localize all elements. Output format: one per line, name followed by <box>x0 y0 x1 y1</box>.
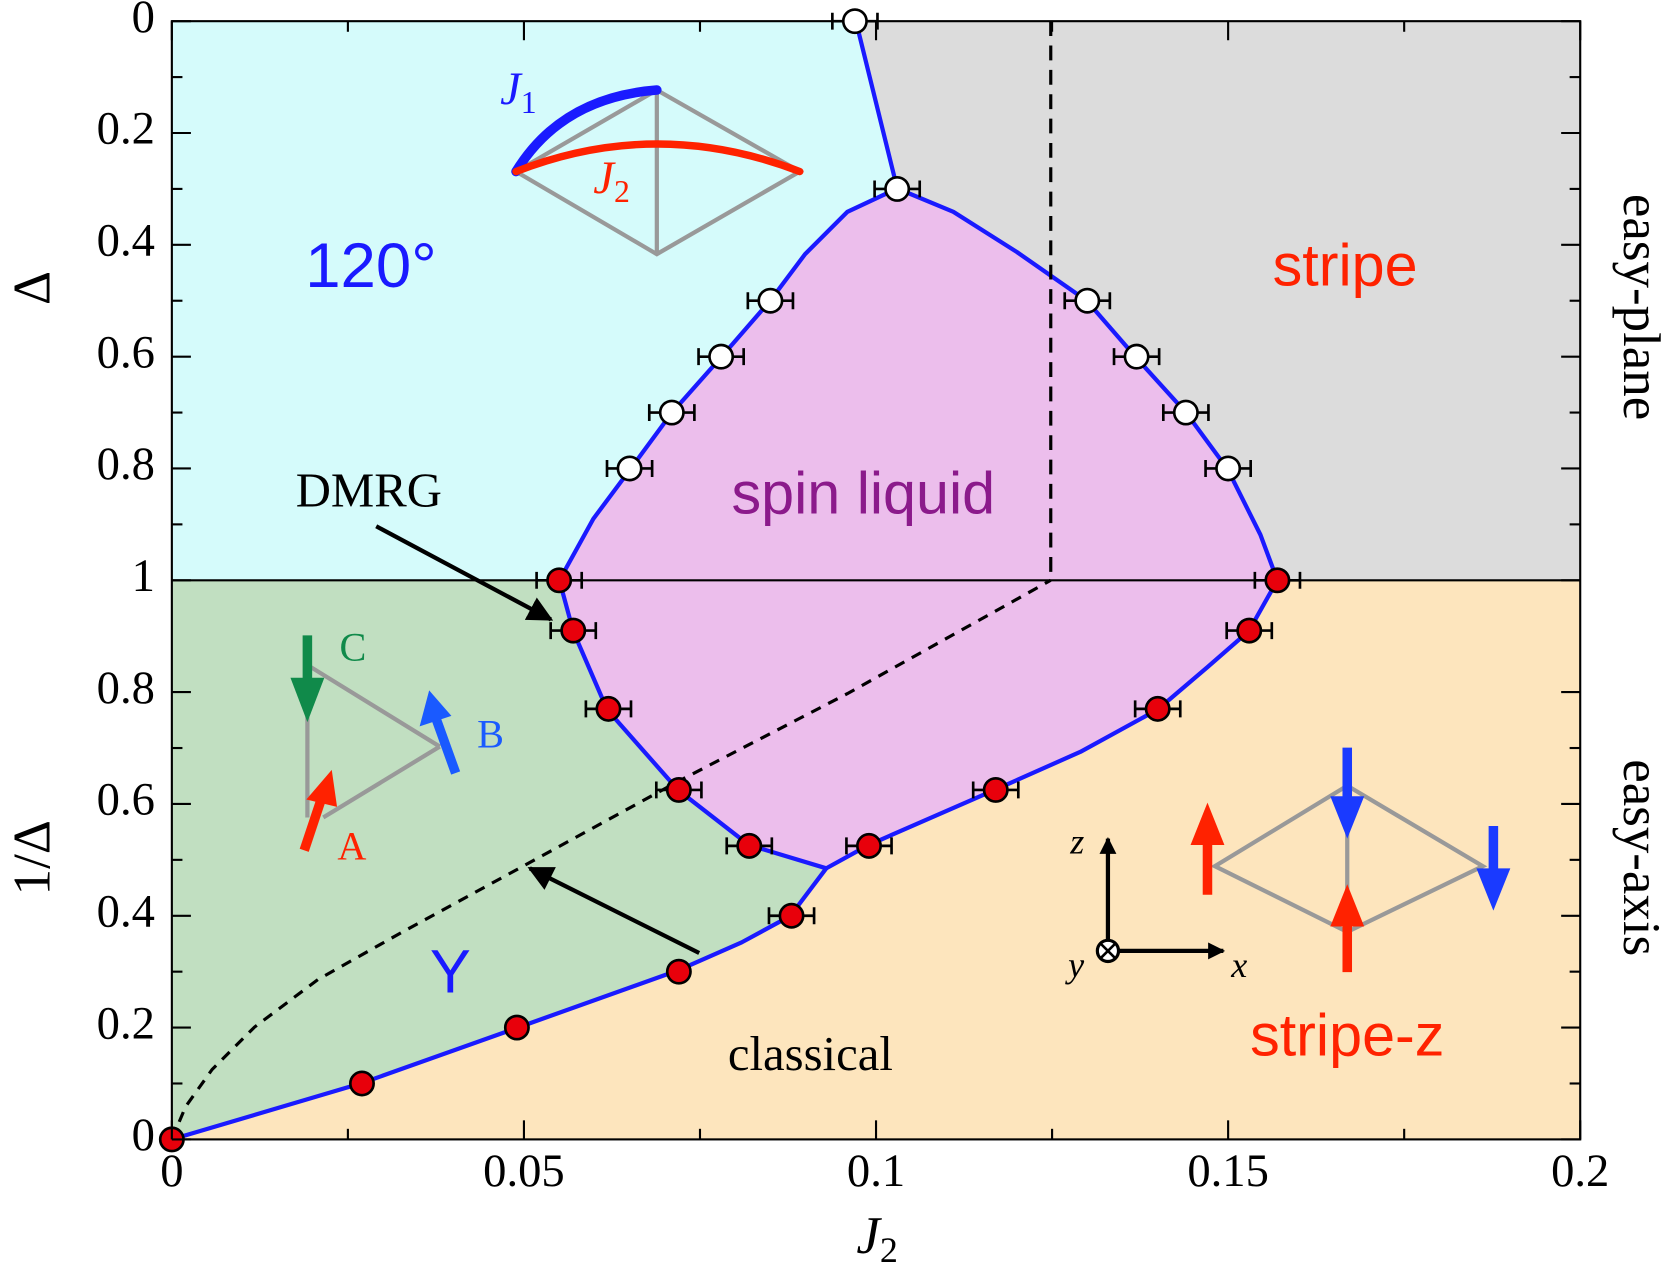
phase-label: 120° <box>305 230 436 301</box>
spin-up-head <box>1330 884 1365 927</box>
y-tick-label: 0.6 <box>97 774 155 826</box>
data-point <box>1074 287 1101 314</box>
data-point <box>665 958 692 985</box>
frame-axis-label: z <box>1069 821 1084 861</box>
spin-down-head <box>1476 868 1511 911</box>
data-point <box>708 343 735 370</box>
frame <box>1095 836 1226 964</box>
data-point <box>560 617 587 644</box>
bond-label-main: J <box>593 152 616 204</box>
frame-axis-label: x <box>1230 945 1247 985</box>
bond-label-sub: 1 <box>521 85 537 120</box>
data-point <box>1123 343 1150 370</box>
x-tick-label: 0.15 <box>1187 1145 1269 1197</box>
bond-label-sub: 2 <box>614 174 630 209</box>
j1-bond <box>511 85 662 177</box>
x-tick-label: 0.2 <box>1551 1145 1609 1197</box>
arrow-label: DMRG <box>296 464 442 518</box>
spin-a-head <box>306 769 338 807</box>
y-tick-label: 0.2 <box>97 997 155 1049</box>
classical-boundary <box>170 578 1052 1141</box>
data-point <box>546 567 573 594</box>
y-axis-label: 1/Δ <box>4 820 62 895</box>
y-axis-symbol <box>1099 942 1117 960</box>
data-point <box>856 832 882 859</box>
spin-b-head <box>419 690 452 727</box>
inset-lattice <box>511 85 805 257</box>
y-axis-label: Δ <box>4 271 62 305</box>
inset-triangle <box>290 635 461 852</box>
y-tick-label: 0 <box>132 0 155 43</box>
x-tick-label: 0.1 <box>847 1145 905 1197</box>
x-axis-label: J2 <box>856 1207 898 1270</box>
x-tick-label: 0.05 <box>483 1145 565 1197</box>
regime-label: easy-axis <box>1612 759 1661 956</box>
data-point <box>503 1014 530 1041</box>
phase-label: spin liquid <box>732 459 996 526</box>
data-point <box>1172 399 1199 426</box>
data-point <box>616 455 643 482</box>
data-point <box>884 175 911 202</box>
data-point <box>665 776 692 803</box>
data-point <box>1236 617 1263 644</box>
marks <box>158 8 1302 1153</box>
spin-c-head <box>290 677 325 723</box>
data-point <box>658 399 685 426</box>
y-tick-label: 0.2 <box>97 103 155 155</box>
frame-axis-label: y <box>1065 945 1084 985</box>
y-tick-label: 0.8 <box>97 662 155 714</box>
data-point <box>1264 567 1291 594</box>
sublattice-label: C <box>340 624 367 669</box>
data-point <box>757 287 784 314</box>
data-point <box>1144 695 1171 722</box>
x-tick-label: 0 <box>160 1145 183 1197</box>
y-tick-label: 0.6 <box>97 326 155 378</box>
data-point <box>595 695 622 722</box>
spin-a <box>299 797 326 852</box>
y-tick-label: 0.8 <box>97 438 155 490</box>
bond-label: J1 <box>500 63 537 120</box>
sublattice-label: A <box>337 824 366 869</box>
bond-label: J2 <box>593 152 630 209</box>
y-tick-label: 0.4 <box>97 885 155 937</box>
data-point <box>736 832 763 859</box>
spin-up-head <box>1190 802 1225 846</box>
region-y <box>171 580 827 1140</box>
phase-label: Y <box>430 938 471 1007</box>
phase-label: stripe-z <box>1250 1002 1444 1069</box>
bond-label-main: J <box>500 63 523 115</box>
data-point <box>982 776 1009 803</box>
phase-regions <box>171 21 1581 1140</box>
x-axis-label-sub: 2 <box>880 1230 898 1270</box>
x-axis-label-main: J <box>856 1207 882 1265</box>
data-point <box>349 1070 375 1097</box>
region-spin-liquid <box>559 188 1278 869</box>
phase-label: stripe <box>1273 232 1418 299</box>
data-point <box>1215 455 1242 482</box>
data-point <box>841 8 868 35</box>
pointer-arrow <box>527 866 701 955</box>
spin-down-head <box>1330 796 1365 839</box>
arrow-label: classical <box>728 1027 893 1081</box>
y-tick-label: 1 <box>132 550 155 602</box>
inset-stripe <box>1190 747 1511 973</box>
region-stripe <box>855 21 1581 581</box>
j2-bond <box>512 140 804 176</box>
y-tick-label: 0 <box>132 1109 155 1161</box>
spin-b <box>432 718 461 775</box>
data-point <box>778 902 805 929</box>
y-tick-label: 0.4 <box>97 215 155 267</box>
sublattice-label: B <box>477 711 504 756</box>
pointer-arrow <box>375 524 554 622</box>
regime-label: easy-plane <box>1612 194 1661 420</box>
